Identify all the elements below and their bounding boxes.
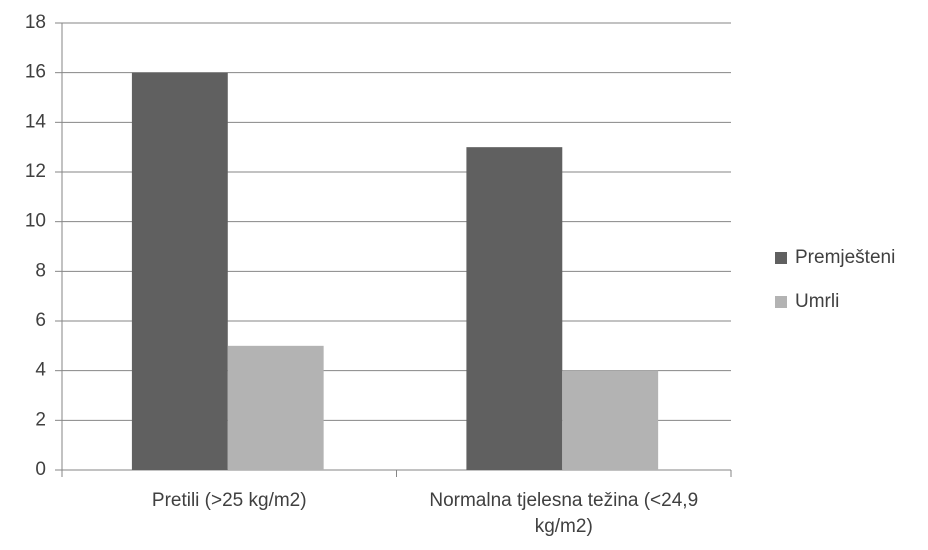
legend-label: Premješteni xyxy=(795,247,895,268)
x-tick-label: Normalna tjelesna težina (<24,9 kg/m2) xyxy=(429,490,699,537)
legend-swatch xyxy=(775,252,787,264)
bar xyxy=(466,147,563,470)
y-tick-label: 16 xyxy=(25,62,46,83)
y-tick-label: 2 xyxy=(35,409,46,430)
y-tick-label: 14 xyxy=(25,111,47,132)
y-tick-label: 18 xyxy=(25,12,46,33)
bar xyxy=(562,370,659,470)
legend-swatch xyxy=(775,296,787,308)
bar xyxy=(227,345,324,470)
y-tick-label: 12 xyxy=(25,161,46,182)
y-tick-label: 8 xyxy=(35,260,46,281)
y-tick-label: 4 xyxy=(35,360,46,381)
y-tick-label: 6 xyxy=(35,310,46,331)
y-tick-label: 0 xyxy=(35,459,46,480)
bar xyxy=(131,72,228,471)
y-tick-label: 10 xyxy=(25,211,46,232)
x-tick-label: Pretili (>25 kg/m2) xyxy=(151,490,307,511)
legend-label: Umrli xyxy=(795,291,839,312)
